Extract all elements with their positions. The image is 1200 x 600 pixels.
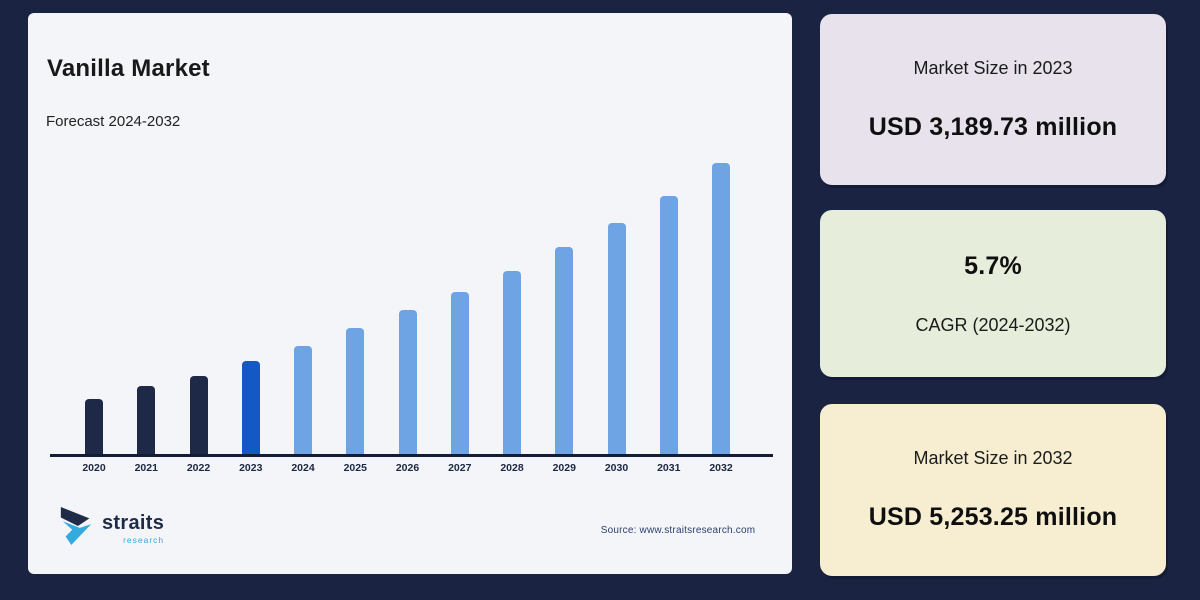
cagr-label: CAGR (2024-2032) — [915, 314, 1071, 335]
logo-sub-text: research — [123, 534, 165, 545]
stat-card-2: 5.7% CAGR (2024-2032) — [820, 210, 1166, 377]
x-tick-2030: 2030 — [604, 462, 629, 474]
bar-2023 — [241, 361, 260, 454]
market-size-2032-value: USD 5,253.25 million — [868, 503, 1118, 531]
logo-brand-text: straits — [102, 511, 165, 534]
source-text: Source: www.straitsresearch.com — [600, 525, 756, 536]
x-tick-2029: 2029 — [552, 462, 576, 474]
x-tick-2032: 2032 — [709, 462, 733, 474]
bar-2028 — [503, 271, 521, 454]
chart-title: Vanilla Market — [47, 55, 210, 83]
stat-card-3: Market Size in 2032 USD 5,253.25 million — [820, 404, 1166, 576]
bar-2027 — [450, 292, 469, 454]
bar-2021 — [137, 386, 156, 454]
market-size-2023-value: USD 3,189.73 million — [868, 112, 1118, 141]
x-tick-2024: 2024 — [291, 462, 315, 474]
x-tick-2031: 2031 — [657, 462, 681, 474]
x-axis-labels: 2020 2021 2022 2023 2024 2025 2026 2027 2028 2029… — [50, 460, 773, 480]
x-tick-2028: 2028 — [500, 462, 524, 474]
chart-card: Vanilla Market Forecast 2024-2032 2020 20… — [28, 13, 792, 574]
logo-text: straits research — [102, 513, 164, 545]
market-size-2023-label: Market Size in 2023 — [913, 57, 1073, 78]
market-size-2032-label: Market Size in 2032 — [913, 448, 1073, 468]
bar-plot — [50, 149, 773, 457]
x-tick-2020: 2020 — [82, 462, 106, 474]
bar-2029 — [555, 247, 574, 454]
x-tick-2023: 2023 — [239, 462, 263, 474]
bar-2031 — [659, 196, 678, 454]
bar-2032 — [712, 163, 730, 454]
straits-logo-icon — [58, 505, 96, 552]
bar-2020 — [85, 399, 103, 454]
chart-subtitle: Forecast 2024-2032 — [46, 113, 181, 130]
bar-2030 — [607, 223, 626, 454]
bar-2025 — [346, 328, 365, 454]
bar-2026 — [398, 310, 417, 454]
bar-2022 — [189, 376, 208, 454]
x-tick-2021: 2021 — [134, 462, 158, 474]
x-tick-2025: 2025 — [343, 462, 367, 474]
x-tick-2027: 2027 — [448, 462, 472, 474]
straits-research-logo: straits research — [58, 505, 164, 552]
x-tick-2026: 2026 — [395, 462, 420, 474]
stat-card-1: Market Size in 2023 USD 3,189.73 million — [820, 14, 1166, 185]
x-tick-2022: 2022 — [186, 462, 211, 474]
cagr-value: 5.7% — [964, 251, 1022, 280]
bar-2024 — [294, 346, 312, 454]
